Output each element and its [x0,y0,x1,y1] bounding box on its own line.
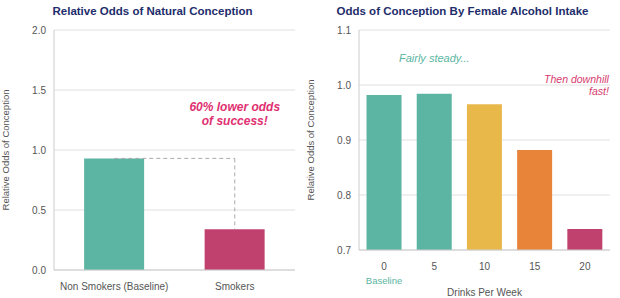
svg-text:Drinks Per Week: Drinks Per Week [447,287,523,298]
svg-text:Then downhillfast!: Then downhillfast! [544,73,609,98]
svg-text:0: 0 [381,261,387,272]
html-text:Relative Odds of Natural Conce: Relative Odds of Natural Conception [52,5,253,17]
svg-text:1.0: 1.0 [337,80,351,91]
svg-text:Baseline: Baseline [366,275,402,286]
svg-text:Relative Odds of Conception: Relative Odds of Conception [305,80,316,201]
svg-text:Relative Odds of Conception: Relative Odds of Conception [8,90,11,211]
svg-text:0.5: 0.5 [32,205,46,216]
svg-text:1.5: 1.5 [32,85,46,96]
svg-text:Fairly steady...: Fairly steady... [399,52,470,64]
svg-text:Smokers: Smokers [215,281,254,292]
svg-text:10: 10 [479,261,491,272]
svg-text:60% lower oddsof success!: 60% lower oddsof success! [189,100,280,128]
svg-text:2.0: 2.0 [32,25,46,36]
svg-text:0.8: 0.8 [337,190,351,201]
svg-text:0.0: 0.0 [32,265,46,276]
svg-text:1.0: 1.0 [32,145,46,156]
svg-text:5: 5 [432,261,438,272]
svg-text:15: 15 [529,261,541,272]
svg-text:Non Smokers (Baseline): Non Smokers (Baseline) [60,281,168,292]
svg-text:0.9: 0.9 [337,135,351,146]
svg-text:0.7: 0.7 [337,245,351,256]
html-text:Odds of Conception By Female A: Odds of Conception By Female Alcohol Int… [336,5,589,17]
svg-text:1.1: 1.1 [337,25,351,36]
svg-text:20: 20 [579,261,591,272]
